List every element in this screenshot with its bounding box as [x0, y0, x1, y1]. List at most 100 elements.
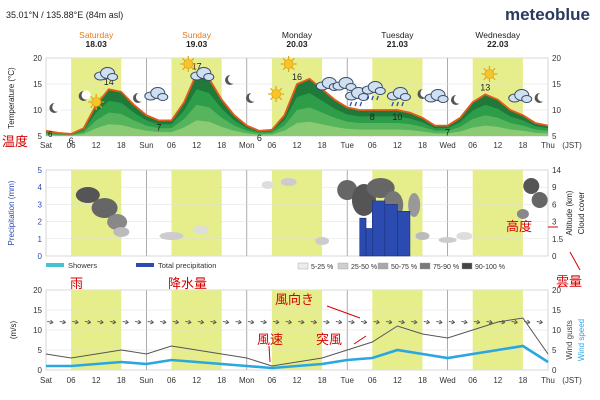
precipitation-bar: [397, 210, 411, 257]
daylight-band: [271, 170, 323, 256]
wind-direction-arrow: [273, 319, 280, 325]
y-tick-label: 10: [33, 106, 42, 115]
wind-direction-arrow: [285, 319, 292, 325]
wind-direction-arrow: [160, 319, 167, 325]
temperature-data-label: 17: [192, 62, 202, 72]
temperature-data-label: 7: [445, 128, 450, 138]
timeline-label: Tue: [340, 141, 354, 150]
cloud-icon: [144, 87, 169, 101]
day-name: Monday: [282, 30, 313, 40]
legend-label-cloud: 5-25 %: [311, 264, 333, 271]
wind-direction-arrow: [448, 319, 456, 325]
annotation-precipitation: 降水量: [168, 276, 207, 291]
timeline-label: Thu: [541, 141, 555, 150]
day-date: 18.03: [86, 39, 108, 49]
precip-y-tick: 0: [38, 252, 43, 261]
cloud-icon: [508, 89, 533, 103]
cloud-cover-blob: [523, 178, 540, 194]
legend-label-showers: Showers: [68, 261, 97, 270]
temperature-start-label: 6: [48, 130, 53, 139]
legend-swatch-cloud: [297, 262, 309, 270]
wind-y2-tick: 5: [552, 346, 557, 355]
annotation-cloud-arrow: [569, 251, 581, 271]
day-name: Sunday: [182, 30, 212, 40]
precip-y-tick: 5: [38, 166, 43, 175]
day-date: 21.03: [387, 39, 409, 49]
temperature-data-label: 6: [69, 136, 74, 146]
cloud-cover-blob: [315, 237, 330, 245]
wind-direction-arrow: [386, 319, 393, 325]
day-date: 20.03: [286, 39, 308, 49]
legend-label-cloud: 75-90 %: [433, 264, 459, 271]
timeline-label: 18: [518, 376, 527, 385]
timeline-label: 18: [217, 141, 226, 150]
temperature-data-label: 8: [370, 112, 375, 122]
annotation-wind-direction: 風向き: [275, 292, 314, 307]
annotation-wind-direction-arrow: [326, 305, 361, 319]
legend-swatch-cloud: [377, 262, 389, 270]
wind-direction-arrow: [97, 319, 104, 325]
cloud-cover-blob: [408, 193, 421, 217]
timeline-label: Wed: [439, 141, 455, 150]
temperature-line: [45, 72, 549, 135]
wind-direction-arrow: [398, 319, 405, 325]
altitude-y-tick: 14: [552, 166, 561, 175]
wind-direction-arrow: [260, 319, 267, 325]
wind-direction-arrow: [436, 319, 443, 325]
temperature-data-label: 10: [392, 112, 402, 122]
timeline-label: Thu: [541, 376, 555, 385]
moon-icon: [225, 74, 238, 85]
timezone-label: (JST): [562, 376, 582, 385]
cloud-cover-blob: [192, 226, 209, 234]
temperature-axis-label: Temperature (°C): [7, 67, 16, 129]
cloud-cover-blob: [280, 178, 297, 186]
cloud-cover-blob: [531, 192, 548, 208]
temperature-fill: [46, 104, 548, 136]
rain-cloud-icon: [361, 81, 386, 101]
precip-y-tick: 1: [38, 235, 43, 244]
temperature-panel: 5 5 10 10 15 15 20 20 6 14 7 17 6 16 8 10 7 13 6 Temperat…: [7, 54, 561, 146]
timeline-label: 06: [67, 376, 76, 385]
cloud-cover-blob: [366, 178, 395, 198]
wind-direction-arrow: [59, 319, 66, 325]
wind-direction-arrow: [536, 319, 543, 325]
precipitation-bar: [365, 228, 373, 257]
timeline-label: 12: [293, 141, 302, 150]
precipitation-bar: [359, 217, 367, 257]
timezone-label: (JST): [562, 141, 582, 150]
y2-tick-label: 10: [552, 106, 561, 115]
timeline-label: 06: [167, 141, 176, 150]
wind-gusts-line: [45, 317, 549, 367]
wind-direction-arrow: [511, 319, 518, 325]
timeline-label: 18: [518, 141, 527, 150]
temperature-data-label: 13: [480, 82, 490, 92]
timeline-label: 18: [418, 141, 427, 150]
timeline-label: 06: [468, 376, 477, 385]
wind-direction-arrow: [411, 319, 418, 325]
timeline-label: 18: [318, 376, 327, 385]
temperature-fill: [46, 120, 548, 136]
precipitation-bar: [371, 200, 386, 257]
wind-panel: 0 0 5 5 10 10 15 15 20 20 (m/s) Wind gusts Wind s…: [9, 286, 586, 375]
daylight-band: [171, 170, 222, 256]
timeline-label: 06: [368, 141, 377, 150]
moon-icon: [49, 102, 62, 113]
cloud-cover-blob: [75, 187, 100, 203]
y-tick-label: 5: [38, 132, 43, 141]
timeline-label: 12: [493, 376, 502, 385]
moon-icon: [133, 92, 146, 103]
wind-direction-arrow: [109, 319, 117, 325]
wind-direction-arrow: [72, 319, 79, 325]
timeline-label: 18: [318, 141, 327, 150]
legend-swatch-showers: [46, 263, 64, 267]
cloud-cover-blob: [456, 232, 473, 240]
annotation-cloud-cover: 雲量: [556, 274, 582, 289]
temperature-data-label: 16: [292, 72, 302, 82]
wind-direction-arrow: [122, 319, 129, 325]
wind-direction-arrow: [197, 319, 205, 325]
temperature-data-label: 7: [156, 122, 161, 132]
timeline-label: Wed: [439, 376, 455, 385]
wind-speed-line: [46, 344, 549, 370]
timeline-label: 12: [293, 376, 302, 385]
